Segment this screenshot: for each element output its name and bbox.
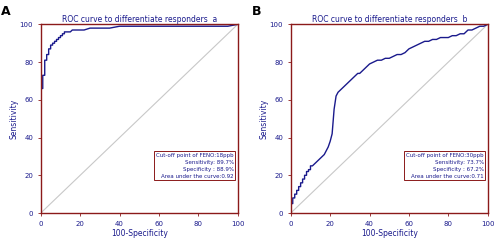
Title: ROC curve to differentiate responders  b: ROC curve to differentiate responders b (312, 15, 467, 24)
Title: ROC curve to differentiate responders  a: ROC curve to differentiate responders a (62, 15, 217, 24)
X-axis label: 100-Specificity: 100-Specificity (111, 229, 168, 238)
Y-axis label: Sensitivity: Sensitivity (10, 99, 18, 139)
Y-axis label: Sensitivity: Sensitivity (260, 99, 268, 139)
Text: B: B (252, 5, 261, 19)
Text: Cut-off point of FENO:30ppb
Sensitivity: 73.7%
Specificity : 67.2%
Area under th: Cut-off point of FENO:30ppb Sensitivity:… (406, 153, 484, 179)
Text: A: A (2, 5, 11, 19)
Text: Cut-off point of FENO:18ppb
Sensitivity: 89.7%
Specificity : 88.9%
Area under th: Cut-off point of FENO:18ppb Sensitivity:… (156, 153, 234, 179)
X-axis label: 100-Specificity: 100-Specificity (361, 229, 418, 238)
